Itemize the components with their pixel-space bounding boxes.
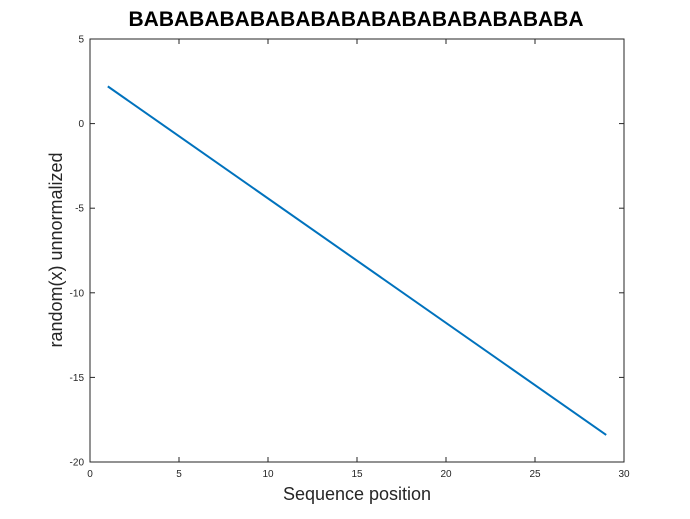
x-tick-label: 20 xyxy=(440,469,452,480)
y-tick-label: -10 xyxy=(70,288,85,299)
y-tick-label: -5 xyxy=(75,204,84,215)
series-line-0 xyxy=(107,85,607,436)
x-tick-label: 5 xyxy=(176,469,182,480)
x-tick-label: 25 xyxy=(529,469,541,480)
x-axis-label: Sequence position xyxy=(283,484,431,504)
y-tick-label: -20 xyxy=(70,458,85,469)
x-tick-label: 30 xyxy=(618,469,630,480)
y-tick-label: -15 xyxy=(70,373,85,384)
series-group xyxy=(107,85,607,436)
y-tick-label: 5 xyxy=(78,35,84,46)
axis-ticks: 0 5 10 15 20 25 30 5 0 -5 -10 -15 -20 xyxy=(70,35,630,481)
x-tick-label: 10 xyxy=(262,469,274,480)
y-axis-label: random(x) unnormalized xyxy=(46,152,66,347)
x-tick-label: 15 xyxy=(351,469,363,480)
plot-area xyxy=(89,38,625,463)
y-tick-label: 0 xyxy=(78,119,84,130)
x-tick-label: 0 xyxy=(87,469,93,480)
chart-title: BABABABABABABABABABABABABABABA xyxy=(129,8,584,31)
